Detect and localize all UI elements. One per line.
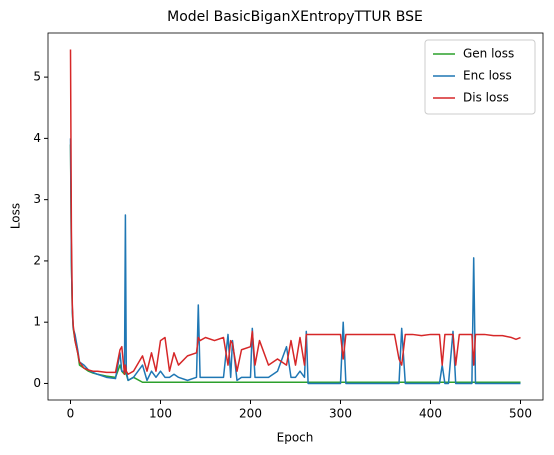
x-tick-label: 100 <box>149 407 172 421</box>
x-tick-label: 300 <box>329 407 352 421</box>
y-tick-label: 5 <box>33 70 41 84</box>
y-tick-label: 4 <box>33 131 41 145</box>
chart-title: Model BasicBiganXEntropyTTUR BSE <box>167 9 423 25</box>
y-tick-label: 1 <box>33 315 41 329</box>
y-tick-label: 2 <box>33 253 41 267</box>
y-tick-label: 3 <box>33 192 41 206</box>
legend-label: Gen loss <box>463 47 514 61</box>
x-tick-label: 500 <box>509 407 532 421</box>
legend-label: Dis loss <box>463 91 509 105</box>
legend-label: Enc loss <box>463 69 512 83</box>
y-tick-label: 0 <box>33 376 41 390</box>
plot-frame <box>47 32 544 401</box>
x-axis-label: Epoch <box>277 431 314 445</box>
line-series <box>69 138 521 385</box>
x-tick-label: 400 <box>419 407 442 421</box>
line-series <box>69 49 521 376</box>
line-series <box>69 144 521 383</box>
x-tick-label: 0 <box>67 407 75 421</box>
y-axis-label: Loss <box>9 203 23 229</box>
legend-box <box>424 39 536 115</box>
legend: Gen loss Enc loss Dis loss <box>424 39 536 115</box>
x-tick-label: 200 <box>239 407 262 421</box>
